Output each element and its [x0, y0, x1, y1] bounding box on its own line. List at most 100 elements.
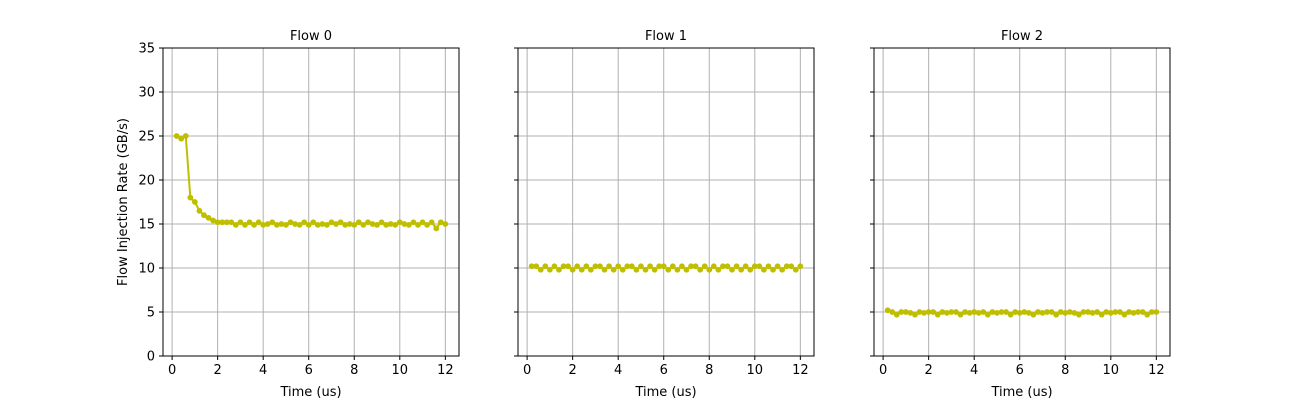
y-tick-label: 35 [138, 42, 155, 57]
x-tick-label: 8 [705, 363, 713, 378]
data-point [724, 263, 731, 270]
x-tick-label: 4 [970, 363, 978, 378]
x-tick-label: 10 [1103, 363, 1120, 378]
data-point [551, 263, 558, 270]
data-point [633, 266, 640, 273]
data-point [228, 219, 235, 226]
data-point [296, 221, 303, 228]
data-point [647, 263, 653, 270]
data-point [984, 311, 991, 318]
data-point [742, 263, 749, 270]
data-point [953, 309, 959, 315]
data-point [196, 207, 203, 214]
data-point [378, 219, 385, 226]
data-point [1144, 311, 1151, 318]
data-point [756, 263, 763, 270]
data-point [710, 263, 717, 270]
series-line [176, 134, 446, 231]
panel-title: Flow 1 [645, 29, 687, 44]
data-point [980, 309, 987, 315]
data-point [232, 221, 239, 228]
y-tick-label: 30 [138, 86, 155, 101]
data-point [1121, 311, 1128, 318]
data-point [733, 263, 740, 270]
x-tick-label: 6 [305, 363, 313, 378]
data-point [173, 133, 180, 139]
data-point [606, 263, 612, 270]
data-point [1053, 311, 1060, 318]
y-axis-label: Flow Injection Rate (GB/s) [116, 118, 131, 286]
data-point [392, 221, 399, 228]
x-tick-label: 4 [259, 363, 267, 378]
data-point [419, 219, 426, 226]
x-axis-label: Time (us) [990, 385, 1052, 400]
data-point [957, 311, 964, 318]
data-point [1139, 309, 1146, 315]
data-point [792, 266, 799, 273]
x-axis-label: Time (us) [279, 385, 341, 400]
data-point [255, 219, 262, 226]
data-point [642, 266, 649, 273]
data-point [542, 263, 549, 270]
panel-title: Flow 0 [290, 29, 332, 44]
data-point [583, 263, 590, 270]
data-point [638, 263, 644, 270]
data-point [433, 225, 440, 232]
data-point [301, 219, 308, 226]
data-point [912, 311, 918, 318]
data-point [569, 266, 576, 273]
x-tick-label: 2 [925, 363, 933, 378]
data-point [546, 266, 553, 273]
data-point [697, 266, 704, 273]
data-point [578, 266, 585, 273]
x-tick-label: 12 [1148, 363, 1165, 378]
data-point [683, 266, 690, 273]
data-point [747, 266, 754, 273]
y-tick-label: 20 [138, 174, 155, 189]
data-point [1030, 311, 1037, 318]
data-point [187, 194, 194, 201]
x-tick-label: 10 [747, 363, 764, 378]
plot-frame [873, 47, 1171, 357]
x-tick-label: 8 [1061, 363, 1069, 378]
data-point [779, 266, 786, 273]
x-tick-label: 8 [350, 363, 358, 378]
data-point [191, 199, 198, 205]
data-point [251, 221, 257, 228]
x-tick-label: 12 [437, 363, 454, 378]
y-tick-label: 5 [147, 306, 155, 321]
data-point [537, 266, 544, 273]
data-point [201, 212, 207, 219]
data-point [406, 221, 412, 228]
data-point [597, 263, 603, 270]
data-point [765, 263, 772, 270]
panel-flow-0: 0 5 10 15 20 25 30 35 0 2 4 6 8 10 12 Flow 0 Time (us) Fl… [116, 29, 460, 400]
data-point [1117, 309, 1123, 315]
data-point [269, 219, 276, 226]
panel-title: Flow 2 [1001, 29, 1043, 44]
data-point [415, 221, 421, 228]
data-point [610, 266, 617, 273]
y-tick-label: 25 [138, 130, 155, 145]
data-point [1098, 311, 1105, 318]
data-point [310, 219, 317, 226]
data-point [615, 263, 622, 270]
data-point [601, 266, 608, 273]
data-point [715, 266, 722, 273]
data-point [246, 219, 253, 226]
data-point [424, 221, 431, 228]
data-point [410, 219, 417, 226]
data-point [565, 263, 571, 270]
data-point [761, 266, 767, 273]
x-tick-label: 0 [168, 363, 176, 378]
x-tick-label: 4 [614, 363, 622, 378]
plot-frame [162, 47, 460, 357]
data-point [770, 266, 776, 273]
data-point [729, 266, 735, 273]
data-point [374, 221, 380, 228]
data-point [665, 266, 672, 273]
data-point [774, 263, 781, 270]
data-point [788, 263, 795, 270]
x-tick-label: 0 [879, 363, 887, 378]
